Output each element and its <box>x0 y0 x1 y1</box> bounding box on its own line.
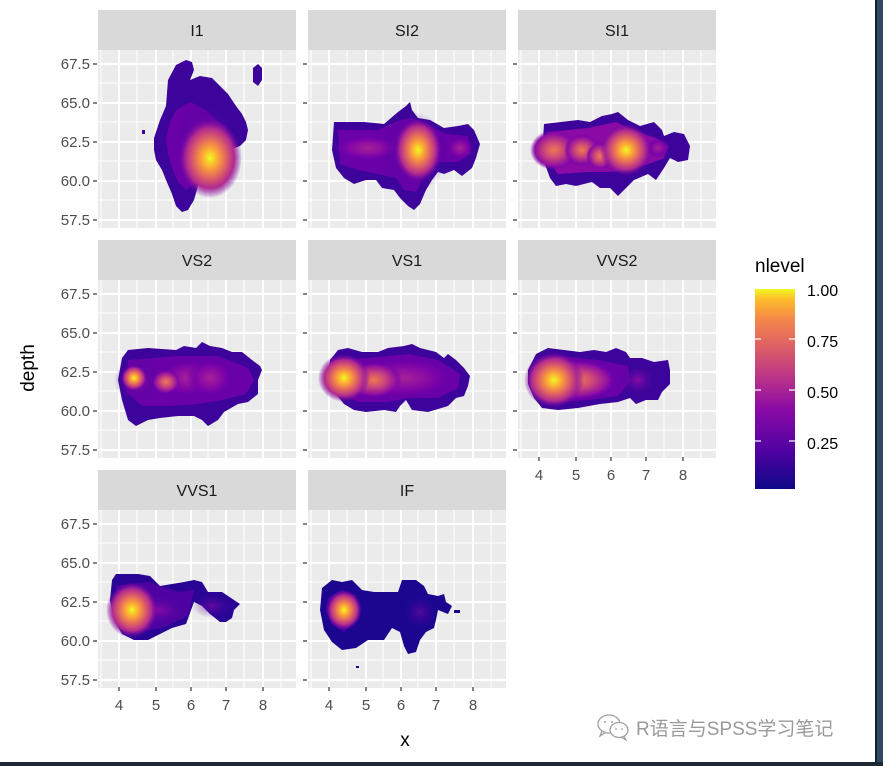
strip-label: SI2 <box>395 23 419 40</box>
svg-text:5: 5 <box>362 697 370 714</box>
svg-text:7: 7 <box>432 697 440 714</box>
svg-text:0.75: 0.75 <box>807 334 838 351</box>
svg-text:0.50: 0.50 <box>807 385 838 402</box>
svg-text:65.0: 65.0 <box>61 325 90 342</box>
svg-text:57.5: 57.5 <box>61 442 90 459</box>
watermark: R语言与SPSS学习笔记 <box>596 712 833 742</box>
svg-text:62.5: 62.5 <box>61 364 90 381</box>
facet-SI1: SI1 <box>512 10 717 229</box>
svg-text:5: 5 <box>152 697 160 714</box>
facet-I1: I1 67.5 65.0 62.5 60.0 57.5 <box>61 10 297 229</box>
facet-VS1: VS1 <box>302 240 507 459</box>
strip-label: IF <box>400 483 414 500</box>
facet-IF: IF 4 5 6 7 8 <box>302 470 507 714</box>
density-raster <box>524 348 670 410</box>
svg-text:8: 8 <box>259 697 267 714</box>
svg-text:6: 6 <box>607 467 615 484</box>
facet-VS2: VS2 67.5 65.0 62.5 60.0 57.5 <box>61 240 297 459</box>
svg-text:57.5: 57.5 <box>61 212 90 229</box>
colorbar <box>755 289 795 489</box>
x-axis-labels: 4 5 6 7 8 <box>115 697 267 714</box>
svg-text:7: 7 <box>642 467 650 484</box>
strip-label: VVS2 <box>597 253 638 270</box>
svg-text:60.0: 60.0 <box>61 173 90 190</box>
strip-label: VVS1 <box>177 483 218 500</box>
density-raster <box>530 112 690 196</box>
x-axis-title: x <box>400 730 410 751</box>
strip-label: SI1 <box>605 23 629 40</box>
y-axis-labels: 67.5 65.0 62.5 60.0 57.5 <box>61 516 90 689</box>
svg-text:6: 6 <box>187 697 195 714</box>
svg-text:7: 7 <box>222 697 230 714</box>
strip-label: VS1 <box>392 253 422 270</box>
facet-VVS1: VVS1 67.5 65.0 62.5 60.0 57.5 4 5 6 7 8 <box>61 470 297 714</box>
svg-text:65.0: 65.0 <box>61 95 90 112</box>
svg-text:0.25: 0.25 <box>807 436 838 453</box>
y-axis-title: depth <box>18 344 39 392</box>
density-raster <box>106 574 240 640</box>
legend: nlevel 1.00 0.75 0.50 0.25 <box>755 256 838 489</box>
window-frame-right <box>875 0 883 766</box>
window-frame-bottom <box>0 762 883 766</box>
wechat-icon <box>597 714 629 741</box>
density-raster <box>142 60 262 212</box>
svg-text:60.0: 60.0 <box>61 633 90 650</box>
density-raster <box>318 344 470 412</box>
watermark-text: R语言与SPSS学习笔记 <box>636 718 834 740</box>
svg-text:8: 8 <box>679 467 687 484</box>
x-axis-labels: 4 5 6 7 8 <box>325 697 477 714</box>
strip-label: VS2 <box>182 253 212 270</box>
svg-text:4: 4 <box>535 467 543 484</box>
facet-SI2: SI2 <box>302 10 507 229</box>
y-axis-labels: 67.5 65.0 62.5 60.0 57.5 <box>61 56 90 229</box>
density-raster <box>332 102 480 210</box>
svg-text:5: 5 <box>572 467 580 484</box>
y-axis-labels: 67.5 65.0 62.5 60.0 57.5 <box>61 286 90 459</box>
density-raster <box>320 580 460 668</box>
strip-label: I1 <box>190 23 203 40</box>
svg-text:60.0: 60.0 <box>61 403 90 420</box>
svg-text:6: 6 <box>397 697 405 714</box>
svg-text:65.0: 65.0 <box>61 555 90 572</box>
svg-text:67.5: 67.5 <box>61 56 90 73</box>
svg-text:1.00: 1.00 <box>807 283 838 300</box>
svg-text:8: 8 <box>469 697 477 714</box>
facet-VVS2: VVS2 4 5 6 7 8 <box>512 240 717 484</box>
svg-text:67.5: 67.5 <box>61 516 90 533</box>
legend-title: nlevel <box>755 256 805 277</box>
svg-text:62.5: 62.5 <box>61 134 90 151</box>
svg-text:4: 4 <box>325 697 333 714</box>
svg-text:67.5: 67.5 <box>61 286 90 303</box>
svg-text:57.5: 57.5 <box>61 672 90 689</box>
svg-text:4: 4 <box>115 697 123 714</box>
svg-text:62.5: 62.5 <box>61 594 90 611</box>
density-raster <box>114 342 262 426</box>
x-axis-labels: 4 5 6 7 8 <box>535 467 687 484</box>
